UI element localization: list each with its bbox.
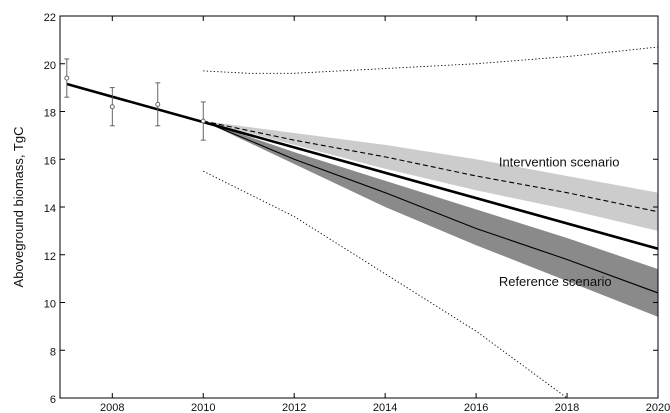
x-tick-label: 2020 bbox=[646, 402, 670, 413]
annotations: Intervention scenario Reference scenario bbox=[499, 154, 620, 288]
y-tick-label: 10 bbox=[44, 299, 56, 311]
reference-band bbox=[203, 121, 659, 317]
observation-marker bbox=[109, 104, 115, 110]
observation-point bbox=[155, 82, 161, 127]
x-tick-label: 2018 bbox=[555, 402, 579, 413]
observation-point bbox=[200, 101, 206, 141]
x-tick-label: 2010 bbox=[191, 402, 215, 413]
observation-point bbox=[64, 58, 70, 98]
intervention-band bbox=[203, 121, 659, 231]
lower-bound-line bbox=[203, 170, 568, 399]
axis-ticks: 2008 2010 2012 2014 2016 2018 2020 6 8 10 12 14 16 18… bbox=[44, 12, 670, 413]
x-tick-label: 2016 bbox=[464, 402, 488, 413]
y-axis-label: Aboveground biomass, TgC bbox=[11, 127, 26, 288]
scenario-annotation: Intervention scenario bbox=[499, 154, 620, 169]
x-tick-label: 2012 bbox=[282, 402, 306, 413]
scenario-annotation: Reference scenario bbox=[499, 274, 612, 289]
y-tick-label: 6 bbox=[50, 394, 56, 406]
y-tick-label: 22 bbox=[44, 12, 56, 24]
y-tick-label: 12 bbox=[44, 251, 56, 263]
y-tick-label: 20 bbox=[44, 60, 56, 72]
y-tick-label: 18 bbox=[44, 108, 56, 120]
uncertainty-bands bbox=[203, 121, 659, 317]
observation-marker bbox=[64, 75, 70, 81]
x-tick-label: 2014 bbox=[373, 402, 397, 413]
x-tick-label: 2008 bbox=[100, 402, 124, 413]
reference-mean-line bbox=[203, 120, 659, 294]
upper-bound-line bbox=[203, 46, 659, 74]
observation-marker bbox=[200, 118, 206, 124]
intervention-mean-line bbox=[203, 120, 659, 213]
y-tick-label: 16 bbox=[44, 155, 56, 167]
observation-marker bbox=[155, 101, 161, 107]
y-tick-label: 8 bbox=[50, 346, 56, 358]
y-tick-label: 14 bbox=[44, 203, 56, 215]
trend-line bbox=[66, 82, 659, 251]
observation-points bbox=[64, 58, 206, 141]
observation-point bbox=[109, 87, 115, 127]
series-lines bbox=[66, 46, 659, 399]
